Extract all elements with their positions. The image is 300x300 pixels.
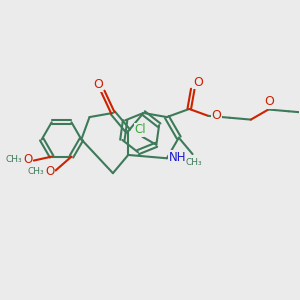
Text: CH₃: CH₃: [6, 155, 22, 164]
Text: Cl: Cl: [135, 123, 146, 136]
Text: O: O: [193, 76, 202, 88]
Text: O: O: [23, 153, 32, 166]
Text: O: O: [45, 165, 54, 178]
Text: O: O: [93, 78, 103, 91]
Text: O: O: [211, 110, 221, 122]
Text: CH₃: CH₃: [28, 167, 44, 176]
Text: O: O: [264, 95, 274, 108]
Text: CH₃: CH₃: [185, 158, 202, 167]
Text: NH: NH: [169, 151, 187, 164]
